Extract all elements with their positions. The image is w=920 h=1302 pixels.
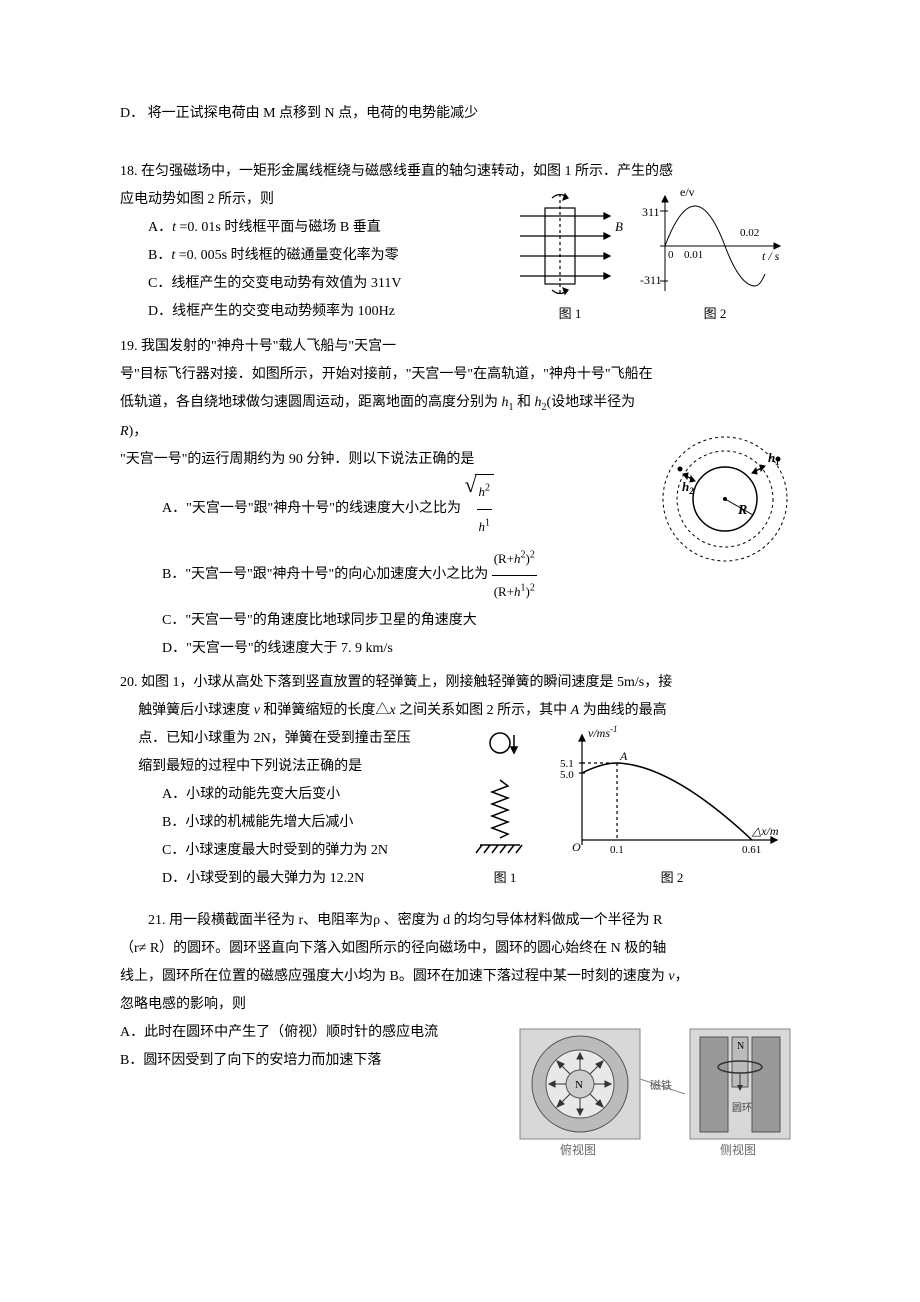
q19-optC: C．"天宫一号"的角速度比地球同步卫星的角速度大 — [120, 607, 800, 635]
q21-fig: N 俯视图 磁铁 N 圆环 侧视图 — [510, 1019, 800, 1169]
q18-stem1: 18. 在匀强磁场中，一矩形金属线框绕与磁感线垂直的轴匀速转动，如图 1 所示．… — [120, 158, 800, 186]
q21-stem2: （r≠ R）的圆环。圆环竖直向下落入如图所示的径向磁场中，圆环的圆心始终在 N … — [120, 935, 800, 963]
q20-stem1: 20. 如图 1，小球从高处下落到竖直放置的轻弹簧上，刚接触轻弹簧的瞬间速度是 … — [120, 669, 800, 697]
q20-optA: A．小球的动能先变大后变小 — [120, 781, 470, 809]
q19-stem2: 号"目标飞行器对接．如图所示，开始对接前，"天宫一号"在高轨道，"神舟十号"飞船… — [120, 361, 800, 389]
b: ， — [675, 969, 689, 984]
b: 和弹簧缩短的长度△ — [260, 703, 390, 718]
xl: △x/m — [751, 824, 779, 838]
q19-optD: D．"天宫一号"的线速度大于 7. 9 km/s — [120, 635, 800, 663]
label: 图 2 — [640, 301, 790, 327]
ds: 1 — [485, 517, 490, 528]
l2: 侧视图 — [720, 1142, 756, 1157]
q17-optD: D． 将一正试探电荷由 M 点移到 N 点，电荷的电势能减少 — [120, 100, 800, 128]
q20-stem4: 缩到最短的过程中下列说法正确的是 — [120, 753, 470, 781]
h1: h — [502, 395, 509, 410]
q20-fig2: v/ms-1 5.1 5.0 A O 0.1 0.61 △x/m 图 2 — [552, 725, 792, 891]
q18-optC: C．线框产生的交变电动势有效值为 311V — [120, 270, 510, 298]
R: R — [737, 503, 747, 518]
q18-optA: A．t =0. 01s 时线框平面与磁场 B 垂直 — [120, 214, 510, 242]
z: 0 — [668, 249, 674, 261]
q19-stem1: 19. 我国发射的"神舟十号"载人飞船与"天宫一 — [120, 333, 800, 361]
a: 触弹簧后小球速度 — [138, 703, 254, 718]
q19-stem4: "天宫一号"的运行周期约为 90 分钟．则以下说法正确的是 — [120, 446, 650, 474]
ns: 2 — [485, 482, 490, 493]
R: R — [120, 424, 129, 439]
xl: t / s — [762, 249, 780, 263]
pre: B．"天宫一号"跟"神舟十号"的向心加速度大小之比为 — [162, 567, 488, 582]
h2s: 2 — [688, 486, 694, 496]
B-label: B — [615, 219, 623, 234]
text: D． 将一正试探电荷由 M 点移到 N 点，电荷的电势能减少 — [120, 106, 478, 121]
q21: 21. 用一段横截面半径为 r、电阻率为ρ 、密度为 d 的均匀导体材料做成一个… — [120, 907, 800, 1169]
and: 和 — [514, 395, 535, 410]
na: (R+ — [494, 551, 514, 566]
q21-stem4: 忽略电感的影响，则 — [120, 991, 800, 1019]
c: )， — [129, 424, 148, 439]
O: O — [572, 840, 581, 854]
y1: 311 — [642, 205, 660, 219]
ne: 2 — [530, 550, 535, 561]
h2: h — [682, 479, 689, 494]
yl: e/v — [680, 186, 695, 199]
q19-fig: R h1 h2 — [650, 389, 800, 569]
p: (设地球半径为 — [547, 395, 636, 410]
h1: h — [768, 450, 775, 465]
a: 低轨道，各自绕地球做匀速圆周运动，距离地面的高度分别为 — [120, 395, 502, 410]
q19: 19. 我国发射的"神舟十号"载人飞船与"天宫一 号"目标飞行器对接．如图所示，… — [120, 333, 800, 663]
q20-fig1: 图 1 — [470, 725, 540, 891]
label: 图 1 — [510, 301, 630, 327]
post: =0. 005s 时线框的磁通量变化率为零 — [175, 248, 398, 263]
x1: 0.1 — [610, 844, 624, 856]
pre: A． — [148, 220, 172, 235]
h1s: 1 — [775, 457, 780, 467]
a: 线上，圆环所在位置的磁感应强度大小均为 B。圆环在加速下落过程中某一时刻的速度为 — [120, 969, 668, 984]
t1: 磁铁 — [650, 1079, 672, 1092]
y2: 5.0 — [560, 769, 574, 781]
q18-optD: D．线框产生的交变电动势频率为 100Hz — [120, 298, 510, 326]
N: N — [575, 1079, 583, 1091]
t2: 圆环 — [732, 1102, 752, 1114]
q19-optB: B．"天宫一号"跟"神舟十号"的向心加速度大小之比为 (R+h2)2 (R+h1… — [120, 543, 650, 606]
q19-stem3: 低轨道，各自绕地球做匀速圆周运动，距离地面的高度分别为 h1 和 h2(设地球半… — [120, 389, 650, 446]
l1: 俯视图 — [560, 1142, 596, 1157]
q20-optD: D．小球受到的最大弹力为 12.2N — [120, 865, 470, 893]
q21-optB: B．圆环因受到了向下的安培力而加速下落 — [120, 1047, 510, 1075]
x2: 0.61 — [742, 844, 761, 856]
da: (R+ — [494, 584, 514, 599]
h2: h — [535, 395, 542, 410]
q18-stem2: 应电动势如图 2 所示，则 — [120, 186, 510, 214]
label: 图 2 — [552, 865, 792, 891]
pre: B． — [148, 248, 171, 263]
q21-stem1: 21. 用一段横截面半径为 r、电阻率为ρ 、密度为 d 的均匀导体材料做成一个… — [120, 907, 800, 935]
label: 图 1 — [470, 865, 540, 891]
c: 之间关系如图 2 所示，其中 — [396, 703, 571, 718]
post: =0. 01s 时线框平面与磁场 B 垂直 — [176, 220, 381, 235]
q19-optA: A．"天宫一号"跟"神舟十号"的线速度大小之比为 √ h2 h1 — [120, 474, 650, 544]
pre: A．"天宫一号"跟"神舟十号"的线速度大小之比为 — [162, 501, 464, 516]
d: 为曲线的最高 — [579, 703, 667, 718]
yls: -1 — [610, 725, 618, 734]
q21-stem3: 线上，圆环所在位置的磁感应强度大小均为 B。圆环在加速下落过程中某一时刻的速度为… — [120, 963, 800, 991]
A: A — [619, 749, 628, 763]
q18-optB: B．t =0. 005s 时线框的磁通量变化率为零 — [120, 242, 510, 270]
yl: v/ms — [588, 726, 610, 740]
q20-stem2: 触弹簧后小球速度 v 和弹簧缩短的长度△x 之间关系如图 2 所示，其中 A 为… — [120, 697, 800, 725]
y2: -311 — [640, 273, 662, 287]
q18-fig2: e/v 311 -311 0 0.01 0.02 t / s 图 2 — [640, 186, 790, 327]
q18-fig1: B 图 1 — [510, 186, 630, 327]
x1: 0.01 — [684, 249, 703, 261]
svg-text:h1: h1 — [768, 450, 780, 467]
x2: 0.02 — [740, 227, 759, 239]
q20-stem3: 点．已知小球重为 2N，弹簧在受到撞击至压 — [120, 725, 470, 753]
svg-text:v/ms-1: v/ms-1 — [588, 725, 618, 740]
q18: 18. 在匀强磁场中，一矩形金属线框绕与磁感线垂直的轴匀速转动，如图 1 所示．… — [120, 158, 800, 327]
q20: 20. 如图 1，小球从高处下落到竖直放置的轻弹簧上，刚接触轻弹簧的瞬间速度是 … — [120, 669, 800, 893]
q21-optA: A．此时在圆环中产生了（俯视）顺时针的感应电流 — [120, 1019, 510, 1047]
de: 2 — [530, 582, 535, 593]
A: A — [571, 703, 580, 718]
q20-optB: B．小球的机械能先增大后减小 — [120, 809, 470, 837]
N2: N — [737, 1041, 744, 1052]
q20-optC: C．小球速度最大时受到的弹力为 2N — [120, 837, 470, 865]
